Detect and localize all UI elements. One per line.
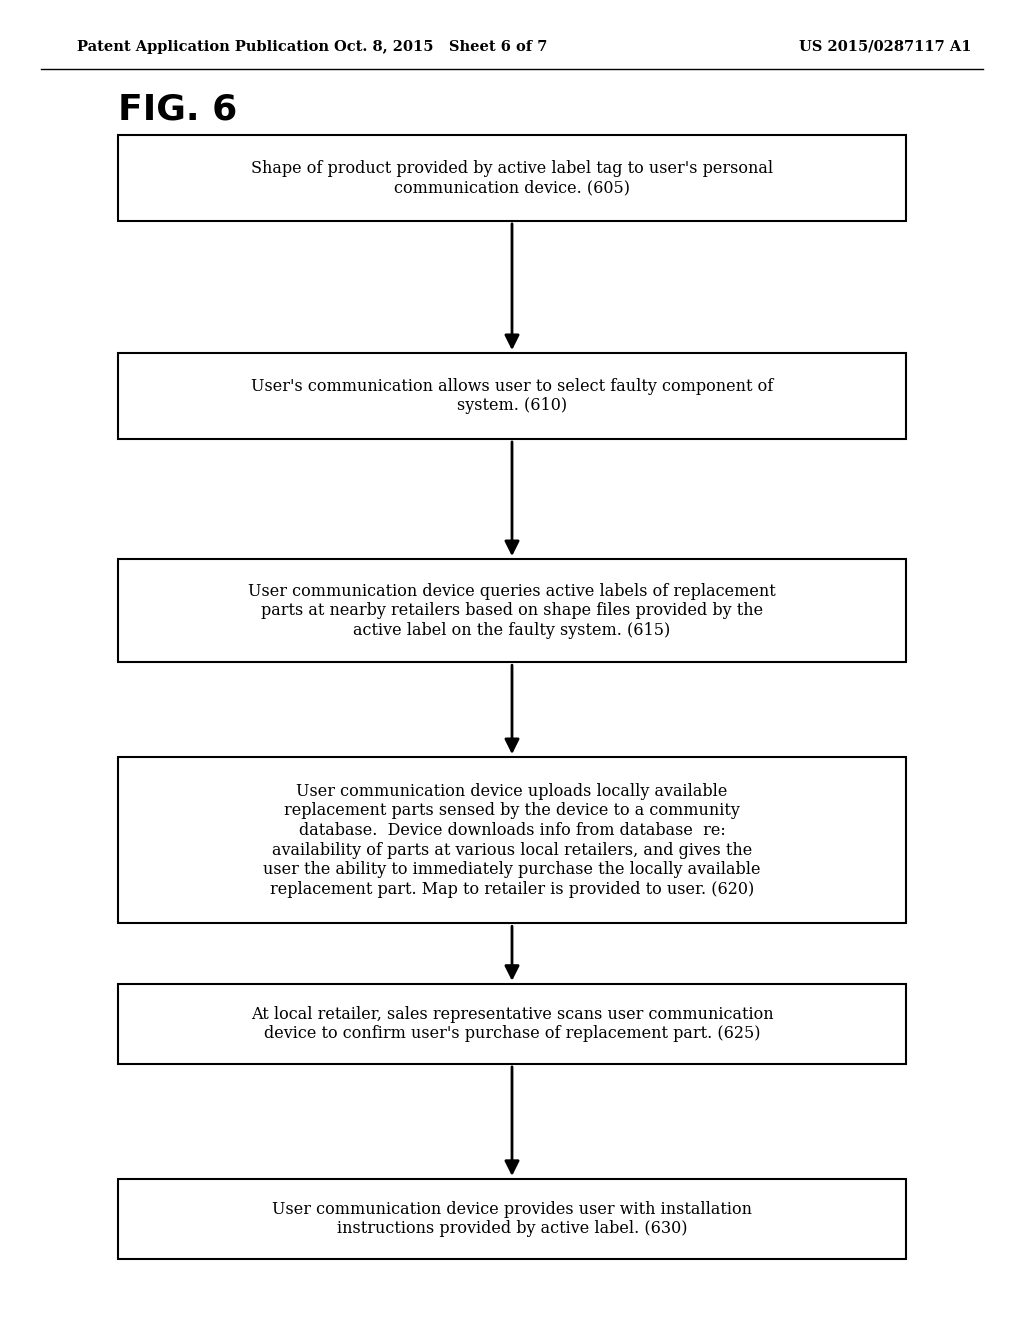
Text: At local retailer, sales representative scans user communication
device to confi: At local retailer, sales representative … — [251, 1006, 773, 1043]
Bar — [118, 1179, 906, 1259]
Text: Patent Application Publication: Patent Application Publication — [77, 40, 329, 54]
Text: User communication device uploads locally available
replacement parts sensed by : User communication device uploads locall… — [263, 783, 761, 898]
Text: US 2015/0287117 A1: US 2015/0287117 A1 — [799, 40, 971, 54]
Text: Oct. 8, 2015   Sheet 6 of 7: Oct. 8, 2015 Sheet 6 of 7 — [334, 40, 547, 54]
Bar — [118, 135, 906, 220]
Bar — [118, 558, 906, 663]
Bar — [118, 756, 906, 924]
Text: User's communication allows user to select faulty component of
system. (610): User's communication allows user to sele… — [251, 378, 773, 414]
Text: Shape of product provided by active label tag to user's personal
communication d: Shape of product provided by active labe… — [251, 160, 773, 197]
Text: FIG. 6: FIG. 6 — [118, 92, 237, 127]
Bar — [118, 352, 906, 440]
Text: User communication device queries active labels of replacement
parts at nearby r: User communication device queries active… — [248, 582, 776, 639]
Bar — [118, 983, 906, 1064]
Text: User communication device provides user with installation
instructions provided : User communication device provides user … — [272, 1201, 752, 1237]
